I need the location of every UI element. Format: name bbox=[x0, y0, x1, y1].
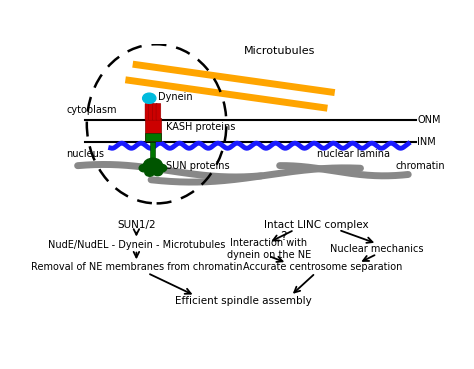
Bar bbox=[150, 142, 155, 158]
Circle shape bbox=[143, 158, 163, 173]
Text: cytoplasm: cytoplasm bbox=[66, 105, 117, 115]
Text: ?: ? bbox=[280, 230, 287, 242]
Text: INM: INM bbox=[418, 137, 436, 147]
Text: Removal of NE membranes from chromatin: Removal of NE membranes from chromatin bbox=[31, 262, 242, 272]
FancyBboxPatch shape bbox=[145, 103, 150, 120]
Text: Interaction with
dynein on the NE: Interaction with dynein on the NE bbox=[227, 238, 311, 260]
Text: NudE/NudEL - Dynein - Microtubules: NudE/NudEL - Dynein - Microtubules bbox=[48, 239, 225, 249]
Text: SUN1/2: SUN1/2 bbox=[117, 220, 155, 230]
Bar bbox=[145, 118, 161, 141]
Text: Intact LINC complex: Intact LINC complex bbox=[264, 220, 369, 230]
Text: Efficient spindle assembly: Efficient spindle assembly bbox=[174, 296, 311, 306]
Text: Accurate centrosome separation: Accurate centrosome separation bbox=[243, 262, 402, 272]
Text: SUN proteins: SUN proteins bbox=[166, 162, 229, 172]
Circle shape bbox=[139, 165, 149, 172]
Text: KASH proteins: KASH proteins bbox=[166, 122, 235, 132]
Circle shape bbox=[153, 168, 163, 176]
FancyBboxPatch shape bbox=[149, 103, 154, 120]
Text: chromatin: chromatin bbox=[395, 162, 445, 172]
Text: Dynein: Dynein bbox=[158, 92, 193, 102]
Circle shape bbox=[143, 93, 156, 103]
Text: ONM: ONM bbox=[418, 114, 441, 125]
Text: Microtubules: Microtubules bbox=[244, 46, 315, 56]
Text: nuclear lamina: nuclear lamina bbox=[317, 149, 390, 159]
Text: nucleus: nucleus bbox=[66, 149, 105, 159]
Text: Nuclear mechanics: Nuclear mechanics bbox=[330, 244, 424, 254]
FancyBboxPatch shape bbox=[152, 103, 157, 120]
FancyBboxPatch shape bbox=[156, 103, 161, 120]
FancyBboxPatch shape bbox=[145, 133, 161, 141]
Circle shape bbox=[145, 169, 155, 176]
Circle shape bbox=[157, 165, 167, 172]
